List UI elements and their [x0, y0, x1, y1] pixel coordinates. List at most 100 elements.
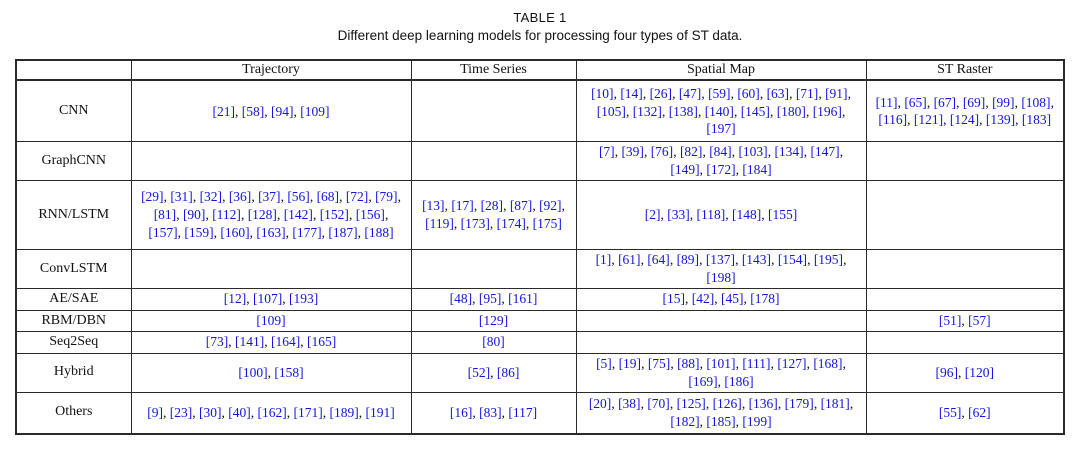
citation-link[interactable]: [152]	[319, 207, 349, 223]
citation-link[interactable]: [186]	[724, 373, 754, 389]
citation-link[interactable]: [75]	[647, 355, 671, 371]
citation-link[interactable]: [198]	[706, 270, 736, 286]
citation-link[interactable]: [117]	[508, 404, 538, 420]
citation-link[interactable]: [48]	[449, 291, 473, 307]
citation-link[interactable]: [67]	[933, 94, 957, 110]
citation-link[interactable]: [124]	[949, 112, 980, 128]
citation-link[interactable]: [38]	[618, 395, 641, 411]
citation-link[interactable]: [174]	[496, 216, 526, 232]
citation-link[interactable]: [39]	[621, 144, 644, 160]
citation-link[interactable]: [95]	[478, 291, 502, 307]
citation-link[interactable]: [188]	[364, 225, 394, 240]
citation-link[interactable]: [175]	[532, 216, 562, 232]
citation-link[interactable]: [187]	[328, 225, 358, 240]
citation-link[interactable]: [148]	[732, 207, 762, 223]
citation-link[interactable]: [142]	[283, 207, 313, 223]
citation-link[interactable]: [109]	[256, 312, 286, 328]
citation-link[interactable]: [199]	[742, 413, 772, 429]
citation-link[interactable]: [59]	[708, 85, 731, 101]
citation-link[interactable]: [30]	[199, 404, 222, 420]
citation-link[interactable]: [121]	[913, 112, 944, 128]
citation-link[interactable]: [183]	[1021, 112, 1052, 128]
citation-link[interactable]: [196]	[812, 103, 842, 119]
citation-link[interactable]: [127]	[777, 355, 807, 371]
citation-link[interactable]: [32]	[199, 189, 223, 205]
citation-link[interactable]: [191]	[365, 404, 395, 420]
citation-link[interactable]: [89]	[676, 252, 700, 268]
citation-link[interactable]: [37]	[258, 189, 281, 205]
citation-link[interactable]: [107]	[253, 291, 283, 307]
citation-link[interactable]: [132]	[632, 103, 662, 119]
citation-link[interactable]: [197]	[706, 121, 736, 137]
citation-link[interactable]: [55]	[938, 404, 962, 420]
citation-link[interactable]: [21]	[212, 103, 236, 119]
citation-link[interactable]: [87]	[509, 198, 533, 214]
citation-link[interactable]: [90]	[182, 207, 206, 223]
citation-link[interactable]: [5]	[596, 355, 612, 371]
citation-link[interactable]: [40]	[228, 404, 251, 420]
citation-link[interactable]: [179]	[784, 395, 814, 411]
citation-link[interactable]: [31]	[170, 189, 193, 205]
citation-link[interactable]: [58]	[241, 103, 265, 119]
citation-link[interactable]: [112]	[212, 207, 241, 223]
citation-link[interactable]: [91]	[825, 85, 848, 101]
citation-link[interactable]: [129]	[478, 312, 509, 328]
citation-link[interactable]: [64]	[647, 252, 670, 268]
citation-link[interactable]: [105]	[596, 103, 626, 119]
citation-link[interactable]: [103]	[738, 144, 768, 160]
citation-link[interactable]: [94]	[271, 103, 294, 119]
citation-link[interactable]: [57]	[968, 312, 991, 328]
citation-link[interactable]: [69]	[962, 94, 986, 110]
citation-link[interactable]: [56]	[287, 189, 310, 205]
citation-link[interactable]: [29]	[141, 189, 164, 205]
citation-link[interactable]: [189]	[329, 404, 359, 420]
citation-link[interactable]: [63]	[766, 85, 790, 101]
citation-link[interactable]: [84]	[709, 144, 732, 160]
citation-link[interactable]: [162]	[257, 404, 287, 420]
citation-link[interactable]: [108]	[1021, 94, 1051, 110]
citation-link[interactable]: [165]	[307, 334, 337, 350]
citation-link[interactable]: [52]	[467, 364, 491, 380]
citation-link[interactable]: [88]	[677, 355, 700, 371]
citation-link[interactable]: [118]	[696, 207, 726, 223]
citation-link[interactable]: [47]	[678, 85, 702, 101]
citation-link[interactable]: [168]	[813, 355, 843, 371]
citation-link[interactable]: [163]	[256, 225, 286, 240]
citation-link[interactable]: [83]	[479, 404, 502, 420]
citation-link[interactable]: [42]	[691, 291, 715, 307]
citation-link[interactable]: [158]	[274, 364, 304, 380]
citation-link[interactable]: [7]	[598, 144, 615, 160]
citation-link[interactable]: [157]	[148, 225, 178, 240]
citation-link[interactable]: [10]	[591, 85, 614, 101]
citation-link[interactable]: [20]	[588, 395, 612, 411]
citation-link[interactable]: [171]	[293, 404, 323, 420]
citation-link[interactable]: [101]	[706, 355, 736, 371]
citation-link[interactable]: [33]	[667, 207, 690, 223]
citation-link[interactable]: [139]	[985, 112, 1016, 128]
citation-link[interactable]: [81]	[153, 207, 177, 223]
citation-link[interactable]: [126]	[712, 395, 742, 411]
citation-link[interactable]: [60]	[737, 85, 760, 101]
citation-link[interactable]: [1]	[595, 252, 612, 268]
citation-link[interactable]: [26]	[649, 85, 673, 101]
citation-link[interactable]: [195]	[813, 252, 844, 268]
citation-link[interactable]: [143]	[741, 252, 772, 268]
citation-link[interactable]: [173]	[460, 216, 490, 232]
citation-link[interactable]: [13]	[422, 198, 445, 214]
citation-link[interactable]: [149]	[670, 162, 700, 178]
citation-link[interactable]: [36]	[228, 189, 252, 205]
citation-link[interactable]: [9]	[147, 404, 163, 420]
citation-link[interactable]: [141]	[235, 334, 265, 350]
citation-link[interactable]: [120]	[964, 364, 994, 380]
citation-link[interactable]: [99]	[992, 94, 1015, 110]
citation-link[interactable]: [193]	[289, 291, 319, 307]
citation-link[interactable]: [119]	[425, 216, 454, 232]
citation-link[interactable]: [16]	[449, 404, 473, 420]
citation-link[interactable]: [172]	[706, 162, 736, 178]
citation-link[interactable]: [111]	[742, 355, 771, 371]
citation-link[interactable]: [137]	[705, 252, 736, 268]
citation-link[interactable]: [156]	[355, 207, 385, 223]
citation-link[interactable]: [180]	[776, 103, 806, 119]
citation-link[interactable]: [28]	[480, 198, 504, 214]
citation-link[interactable]: [72]	[345, 189, 369, 205]
